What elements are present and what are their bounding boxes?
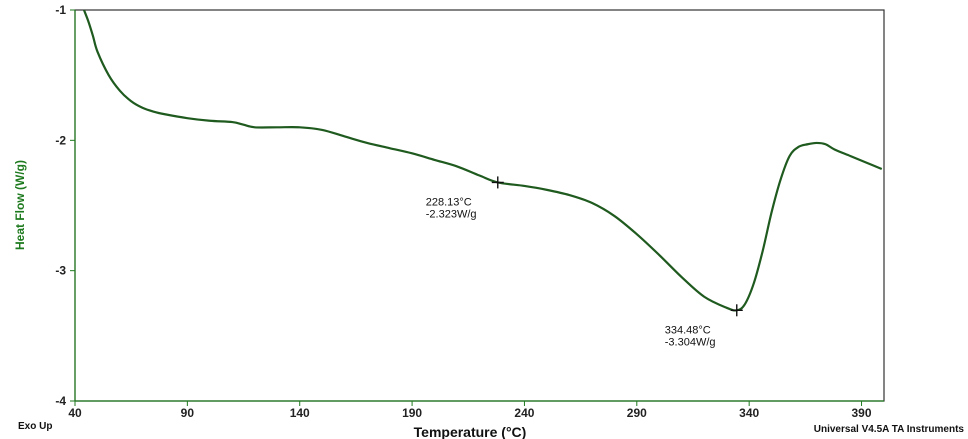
annotations: 228.13°C-2.323W/g 334.48°C-3.304W/g xyxy=(426,176,743,348)
x-tick-label: 390 xyxy=(852,406,872,420)
y-tick-label: -3 xyxy=(55,264,66,278)
y-tick-label: -1 xyxy=(55,3,66,17)
x-axis-label: Temperature (°C) xyxy=(414,424,527,439)
annotation-value: -3.304W/g xyxy=(665,336,716,348)
instrument-label: Universal V4.5A TA Instruments xyxy=(814,424,965,435)
x-tick-label: 340 xyxy=(739,406,759,420)
x-tick-label: 240 xyxy=(514,406,534,420)
plot-frame xyxy=(74,9,885,402)
annotation-value: -2.323W/g xyxy=(426,208,477,220)
x-ticks: 40 90 140 190 240 290 340 390 xyxy=(68,401,872,420)
x-tick-label: 40 xyxy=(68,406,82,420)
x-tick-label: 290 xyxy=(627,406,647,420)
y-ticks: -1 -2 -3 -4 xyxy=(55,3,75,408)
x-tick-label: 140 xyxy=(290,406,310,420)
heat-flow-curve xyxy=(82,9,883,312)
y-tick-label: -2 xyxy=(55,133,66,147)
x-tick-label: 190 xyxy=(402,406,422,420)
x-tick-label: 90 xyxy=(181,406,195,420)
exo-up-label: Exo Up xyxy=(18,421,52,432)
annotation-temperature: 228.13°C xyxy=(426,196,472,208)
annotation-temperature: 334.48°C xyxy=(665,324,711,336)
y-tick-label: -4 xyxy=(55,394,66,408)
y-axis-label: Heat Flow (W/g) xyxy=(13,160,27,250)
